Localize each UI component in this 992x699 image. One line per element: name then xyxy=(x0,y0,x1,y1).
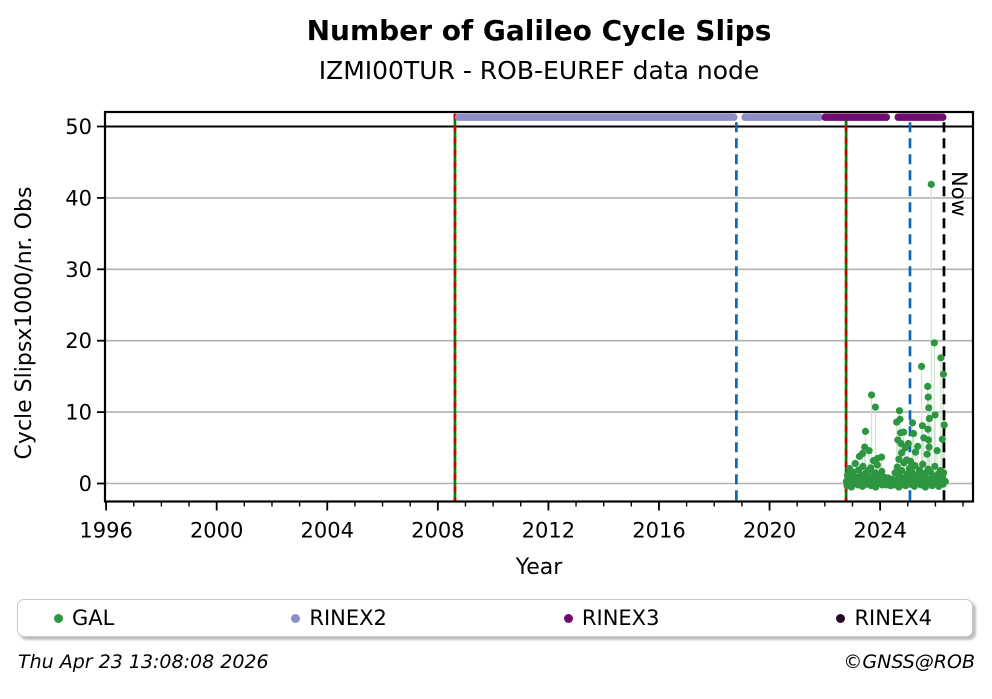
rinex2-band-segment xyxy=(741,113,824,121)
legend-item-rinex4: RINEX4 xyxy=(836,606,932,630)
scatter-point xyxy=(898,467,906,475)
scatter-point xyxy=(927,180,935,188)
scatter-point xyxy=(931,462,939,470)
scatter-point xyxy=(924,382,932,390)
scatter-point xyxy=(917,362,926,371)
scatter-point xyxy=(924,425,932,433)
scatter-point xyxy=(923,450,931,458)
y-axis-label: Cycle Slipsx1000/nr. Obs xyxy=(12,186,37,460)
y-tick-label: 0 xyxy=(79,472,92,496)
scatter-point xyxy=(898,449,906,457)
footer-timestamp: Thu Apr 23 13:08:08 2026 xyxy=(18,651,269,673)
scatter-point xyxy=(909,429,918,438)
scatter-point xyxy=(878,467,886,475)
scatter-point xyxy=(908,419,917,427)
scatter-point xyxy=(937,354,945,362)
rinex3-band-segment xyxy=(894,113,947,121)
legend-item-gal: GAL xyxy=(54,606,114,630)
now-label: Now xyxy=(947,171,971,217)
scatter-point xyxy=(919,460,927,468)
x-axis-label: Year xyxy=(515,555,563,580)
scatter-point xyxy=(865,447,873,455)
x-tick-label: 1996 xyxy=(79,519,132,543)
scatter-point xyxy=(938,435,946,443)
legend-label-rinex2: RINEX2 xyxy=(309,606,387,630)
y-tick-label: 10 xyxy=(65,401,92,425)
page-subtitle: IZMI00TUR - ROB-EUREF data node xyxy=(318,56,760,85)
legend-label-rinex3: RINEX3 xyxy=(581,606,660,630)
scatter-point xyxy=(941,477,949,485)
rinex4-marker-icon xyxy=(836,613,846,623)
x-tick-label: 2020 xyxy=(743,519,796,543)
footer-credit: ©GNSS@ROB xyxy=(843,651,975,673)
scatter-point xyxy=(925,443,933,451)
scatter-point xyxy=(924,436,933,444)
scatter-point xyxy=(895,455,903,463)
scatter-point xyxy=(939,370,948,378)
scatter-point xyxy=(858,449,867,458)
y-tick-label: 30 xyxy=(65,258,92,282)
scatter-point xyxy=(933,447,941,455)
scatter-point xyxy=(859,462,867,470)
scatter-point xyxy=(851,459,859,468)
scatter-point xyxy=(867,464,875,472)
scatter-point xyxy=(877,453,886,461)
x-tick-label: 2008 xyxy=(411,519,464,543)
scatter-point xyxy=(908,467,916,475)
rinex2-band-segment xyxy=(454,113,738,121)
legend-item-rinex3: RINEX3 xyxy=(563,606,660,630)
scatter-point xyxy=(861,427,870,435)
scatter-point xyxy=(904,439,912,448)
scatter-point xyxy=(906,457,915,465)
x-tick-label: 2024 xyxy=(853,519,906,543)
page-title: Number of Galileo Cycle Slips xyxy=(306,14,772,47)
x-tick-label: 2016 xyxy=(632,519,685,543)
scatter-point xyxy=(915,466,923,474)
rinex3-band-segment xyxy=(821,113,891,121)
x-tick-label: 2004 xyxy=(301,519,354,543)
scatter-point xyxy=(914,442,922,450)
scatter-point xyxy=(918,422,927,430)
scatter-point xyxy=(940,469,948,477)
scatter-point xyxy=(895,407,904,415)
scatter-point xyxy=(925,404,933,412)
legend-label-gal: GAL xyxy=(72,606,115,630)
y-tick-label: 50 xyxy=(65,115,92,139)
scatter-point xyxy=(896,415,904,423)
legend-item-rinex2: RINEX2 xyxy=(291,606,387,630)
scatter-point xyxy=(930,339,938,347)
gal-marker-icon xyxy=(54,613,63,623)
scatter-point xyxy=(940,421,948,429)
y-tick-label: 40 xyxy=(65,186,92,210)
scatter-point xyxy=(900,428,908,436)
scatter-point xyxy=(867,391,876,399)
legend: GAL RINEX2 RINEX3 RINEX4 xyxy=(17,599,973,637)
legend-label-rinex4: RINEX4 xyxy=(854,606,932,630)
scatter-point xyxy=(871,403,880,411)
plot-frame xyxy=(103,110,975,503)
scatter-point xyxy=(925,414,933,423)
scatter-point xyxy=(911,462,919,470)
y-tick-label: 20 xyxy=(65,329,92,353)
rinex2-marker-icon xyxy=(291,613,301,623)
x-tick-label: 2012 xyxy=(522,519,575,543)
scatter-point xyxy=(931,411,939,419)
scatter-point xyxy=(924,393,932,401)
rinex3-marker-icon xyxy=(563,613,573,623)
x-tick-label: 2000 xyxy=(190,519,243,543)
scatter-point xyxy=(911,448,920,456)
